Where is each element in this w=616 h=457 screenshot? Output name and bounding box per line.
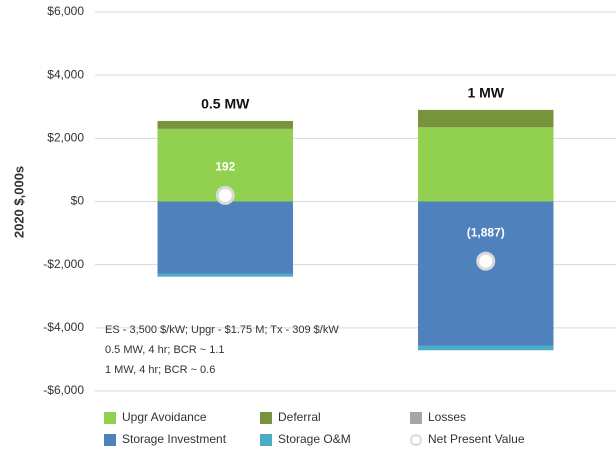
annotation: 1 MW, 4 hr; BCR ~ 0.6	[105, 364, 215, 376]
legend-swatch	[410, 412, 422, 424]
bar-segment	[157, 273, 293, 277]
y-tick-label: $4,000	[47, 67, 84, 81]
annotation: ES - 3,500 $/kW; Upgr - $1.75 M; Tx - 30…	[105, 324, 339, 336]
legend-swatch	[260, 412, 272, 424]
category-label: 0.5 MW	[201, 96, 250, 112]
y-tick-label: -$4,000	[43, 320, 84, 334]
annotation: 0.5 MW, 4 hr; BCR ~ 1.1	[105, 344, 225, 356]
bar-segment	[418, 127, 554, 202]
npv-marker	[215, 185, 235, 205]
y-tick-label: $0	[71, 194, 85, 208]
y-tick-label: -$2,000	[43, 257, 84, 271]
bar-segment	[157, 120, 293, 129]
legend-swatch	[104, 434, 116, 446]
legend-swatch	[104, 412, 116, 424]
y-tick-label: $6,000	[47, 4, 84, 18]
bar-segment	[157, 201, 293, 274]
y-axis-label: 2020 $,000s	[11, 166, 26, 238]
npv-label: 192	[215, 160, 235, 174]
legend-swatch	[410, 434, 422, 446]
legend-label: Storage Investment	[122, 432, 227, 446]
npv-label: (1,887)	[467, 225, 505, 239]
npv-marker	[476, 251, 496, 271]
legend-label: Net Present Value	[428, 432, 525, 446]
legend-swatch	[260, 434, 272, 446]
y-tick-label: -$6,000	[43, 383, 84, 397]
legend-label: Storage O&M	[278, 432, 351, 446]
bar-segment	[418, 201, 554, 346]
bar-segment	[418, 109, 554, 128]
category-label: 1 MW	[467, 85, 504, 101]
legend-label: Deferral	[278, 410, 321, 424]
legend-label: Upgr Avoidance	[122, 410, 207, 424]
legend-label: Losses	[428, 410, 466, 424]
y-tick-label: $2,000	[47, 131, 84, 145]
bar-segment	[418, 345, 554, 351]
